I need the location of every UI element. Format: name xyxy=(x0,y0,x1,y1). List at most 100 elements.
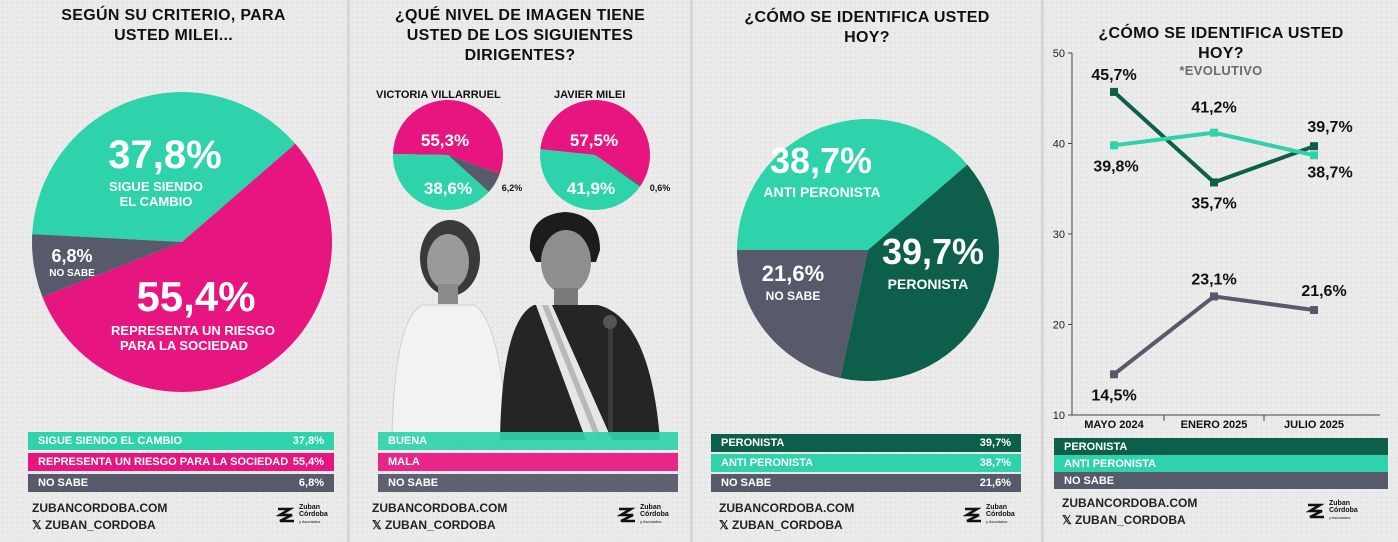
data-label: 38,7% xyxy=(1307,164,1352,181)
legend-label: REPRESENTA UN RIESGO PARA LA SOCIEDAD xyxy=(38,456,289,468)
logo-line3: y Asociados xyxy=(299,519,321,524)
line-chart-svg: 10 20 30 40 50 MAYO 2024 ENERO 2025 JULIO 2025 4… xyxy=(1053,48,1380,431)
logo-line2: Córdoba xyxy=(1329,507,1358,514)
x-tick-label: JULIO 2025 xyxy=(1284,419,1344,431)
y-tick-label: 50 xyxy=(1053,48,1065,60)
legend-label: PERONISTA xyxy=(721,437,785,449)
legend-row-riesgo: REPRESENTA UN RIESGO PARA LA SOCIEDAD 55… xyxy=(28,453,334,471)
footer-handle[interactable]: 𝕏 ZUBAN_CORDOBA xyxy=(1062,513,1186,527)
panel-identificacion: ¿CÓMO SE IDENTIFICA USTED HOY? 38,7% ANT… xyxy=(693,0,1041,542)
panel-evolutivo: ¿CÓMO SE IDENTIFICA USTED HOY? *EVOLUTIV… xyxy=(1044,0,1398,542)
legend-value: 38,7% xyxy=(979,457,1011,469)
pie-name-milei: JAVIER MILEI xyxy=(554,89,626,101)
panel-imagen-dirigentes: ¿QUÉ NIVEL DE IMAGEN TIENE USTED DE LOS … xyxy=(350,0,690,542)
logo-line1: Zuban xyxy=(640,504,661,511)
pie-slice-no-sabe xyxy=(595,155,642,187)
data-label: 39,8% xyxy=(1093,158,1138,175)
pie-slice-mala xyxy=(393,99,503,174)
pie-slice-no-sabe xyxy=(737,250,868,379)
pie2-buena-label: 41,9% xyxy=(567,179,615,198)
data-label: 41,2% xyxy=(1191,100,1236,117)
label-teal-text1: SIGUE SIENDO xyxy=(109,179,203,194)
pie-villarruel xyxy=(393,99,503,210)
label-slate-text: NO SABE xyxy=(766,289,821,303)
pie2-svg: 55,3% 38,6% 6,2% 57,5% 41,9% 0,6% xyxy=(393,99,671,210)
pie-slice-buena xyxy=(393,154,489,210)
legend-value: 37,8% xyxy=(292,435,324,447)
zuban-logo: Zuban Córdoba y Asociados xyxy=(963,504,1015,525)
pie-identificacion xyxy=(737,119,999,381)
logo-line2: Córdoba xyxy=(640,511,669,518)
y-tick-label: 10 xyxy=(1053,410,1065,422)
footer: ZUBANCORDOBA.COM 𝕏 ZUBAN_CORDOBA xyxy=(719,500,854,534)
data-point xyxy=(1110,87,1118,96)
footer-site[interactable]: ZUBANCORDOBA.COM xyxy=(32,501,168,515)
y-tick-label: 30 xyxy=(1053,229,1065,241)
pie-slice-peronista xyxy=(840,164,999,381)
label-green-pct: 39,7% xyxy=(882,231,984,272)
panel1-title: SEGÚN SU CRITERIO, PARA USTED MILEI... xyxy=(61,7,286,44)
y-tick-label: 20 xyxy=(1053,320,1065,332)
data-label: 21,6% xyxy=(1301,283,1346,300)
pie-slice-no-sabe xyxy=(32,234,183,297)
zuban-logo: Zuban Córdoba y Asociados xyxy=(276,504,328,525)
legend-label: ANTI PERONISTA xyxy=(721,457,814,469)
label-magenta-pct: 55,4% xyxy=(136,273,255,320)
footer-site[interactable]: ZUBANCORDOBA.COM xyxy=(1062,496,1198,510)
logo-line1: Zuban xyxy=(1329,500,1350,507)
footer-site[interactable]: ZUBANCORDOBA.COM xyxy=(372,501,508,515)
legend-row-nosabe: NO SABE xyxy=(378,474,678,492)
legend-row-nosabe: NO SABE 6,8% xyxy=(28,474,334,492)
legend-row-nosabe: NO SABE 21,6% xyxy=(711,474,1021,492)
panel3-title: ¿CÓMO SE IDENTIFICA USTED HOY? xyxy=(744,9,990,46)
data-point xyxy=(1110,370,1118,379)
footer-handle[interactable]: 𝕏 ZUBAN_CORDOBA xyxy=(719,518,843,532)
legend-label: SIGUE SIENDO EL CAMBIO xyxy=(38,435,183,447)
label-slate-pct: 6,8% xyxy=(51,246,92,266)
footer: ZUBANCORDOBA.COM 𝕏 ZUBAN_CORDOBA xyxy=(32,500,167,534)
label-teal-pct: 38,7% xyxy=(770,140,872,181)
pie-name-villarruel: VICTORIA VILLARRUEL xyxy=(376,89,501,101)
logo-mark-icon xyxy=(617,507,636,522)
panel2-title: ¿QUÉ NIVEL DE IMAGEN TIENE USTED DE LOS … xyxy=(394,7,646,64)
man-figure xyxy=(500,212,660,440)
panel4-title: ¿CÓMO SE IDENTIFICA USTED HOY? *EVOLUTIV… xyxy=(1044,4,1398,98)
woman-figure xyxy=(391,220,509,441)
logo-mark-icon xyxy=(276,507,295,522)
data-point xyxy=(1210,292,1218,301)
pie1-svg: 37,8% SIGUE SIENDO EL CAMBIO 6,8% NO SAB… xyxy=(32,92,333,393)
legend-row-nosabe: NO SABE xyxy=(1054,472,1388,489)
x-tick-label: MAYO 2024 xyxy=(1084,419,1144,431)
pie-slice-no-sabe xyxy=(448,155,500,192)
pie3-svg: 38,7% ANTI PERONISTA 39,7% PERONISTA 21,… xyxy=(737,119,999,381)
logo-line2: Córdoba xyxy=(299,511,328,518)
legend-label: MALA xyxy=(388,456,420,468)
footer-handle[interactable]: 𝕏 ZUBAN_CORDOBA xyxy=(32,518,156,532)
logo-mark-icon xyxy=(1306,503,1325,518)
logo-line1: Zuban xyxy=(986,504,1007,511)
pie-slice-mala xyxy=(540,100,650,185)
legend-row-mala: MALA xyxy=(378,453,678,471)
pie-slice-anti-peronista xyxy=(737,119,968,251)
data-point xyxy=(1310,151,1318,160)
x-tick-label: ENERO 2025 xyxy=(1181,419,1248,431)
y-tick-label: 40 xyxy=(1053,139,1065,151)
footer-handle[interactable]: 𝕏 ZUBAN_CORDOBA xyxy=(372,518,496,532)
label-green-text: PERONISTA xyxy=(888,276,969,292)
footer-site[interactable]: ZUBANCORDOBA.COM xyxy=(719,501,855,515)
pie2-mala-label: 57,5% xyxy=(570,131,618,150)
label-teal-text2: EL CAMBIO xyxy=(120,194,193,209)
legend-label: NO SABE xyxy=(38,477,89,489)
zuban-logo: Zuban Córdoba y Asociados xyxy=(617,504,669,525)
label-teal-pct: 37,8% xyxy=(108,133,221,177)
legend-label: NO SABE xyxy=(721,477,772,489)
pie2-nosabe-label: 0,6% xyxy=(650,183,671,193)
label-slate-pct: 21,6% xyxy=(762,261,824,286)
pie-milei xyxy=(540,100,650,210)
legend-row-peronista: PERONISTA xyxy=(1054,438,1388,455)
legend-row-cambio: SIGUE SIENDO EL CAMBIO 37,8% xyxy=(28,432,334,450)
pie-slice-representa-un-riesgo-para-la-sociedad xyxy=(42,143,333,393)
legend-label: NO SABE xyxy=(388,477,439,489)
pie1-buena-label: 38,6% xyxy=(424,179,472,198)
pie1-nosabe-label: 6,2% xyxy=(502,183,523,193)
